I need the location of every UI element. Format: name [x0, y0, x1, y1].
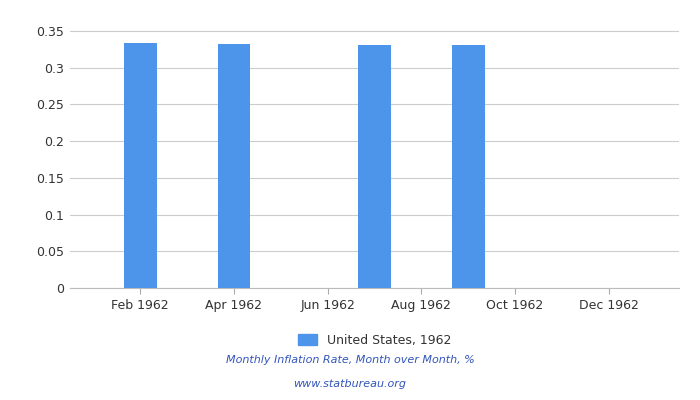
Text: www.statbureau.org: www.statbureau.org: [293, 379, 407, 389]
Bar: [124, 43, 157, 288]
Text: Monthly Inflation Rate, Month over Month, %: Monthly Inflation Rate, Month over Month…: [225, 355, 475, 365]
Bar: [218, 44, 251, 288]
Legend: United States, 1962: United States, 1962: [293, 329, 456, 352]
Bar: [358, 45, 391, 288]
Bar: [452, 45, 484, 288]
